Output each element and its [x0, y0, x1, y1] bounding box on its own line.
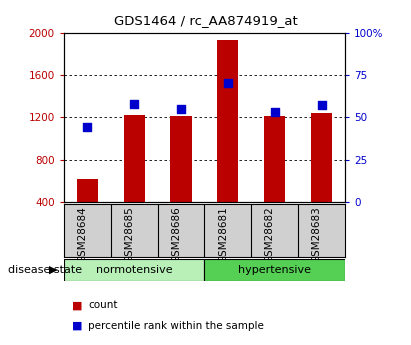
Bar	[64, 259, 204, 281]
Text: GSM28681: GSM28681	[218, 206, 228, 263]
Text: GSM28684: GSM28684	[77, 206, 87, 263]
Point	[131, 101, 137, 107]
Bar	[264, 116, 285, 202]
Point	[178, 106, 184, 112]
Point	[319, 103, 325, 108]
Bar	[204, 259, 345, 281]
Text: GSM28685: GSM28685	[124, 206, 134, 263]
Text: hypertensive: hypertensive	[238, 265, 312, 275]
Text: count: count	[88, 300, 118, 310]
Bar	[171, 116, 192, 202]
Point	[84, 125, 90, 130]
Bar	[217, 40, 238, 202]
Text: normotensive: normotensive	[96, 265, 172, 275]
Bar	[124, 115, 145, 202]
Text: GSM28686: GSM28686	[171, 206, 181, 263]
Text: GSM28683: GSM28683	[312, 206, 322, 263]
Text: percentile rank within the sample: percentile rank within the sample	[88, 321, 264, 331]
Point	[225, 81, 231, 86]
Text: GSM28682: GSM28682	[265, 206, 275, 263]
Bar	[311, 113, 332, 202]
Bar	[76, 179, 98, 202]
Text: ■: ■	[72, 321, 83, 331]
Text: ▶: ▶	[49, 265, 58, 275]
Text: GDS1464 / rc_AA874919_at: GDS1464 / rc_AA874919_at	[113, 14, 298, 27]
Text: ■: ■	[72, 300, 83, 310]
Point	[272, 109, 278, 115]
Text: disease state: disease state	[8, 265, 82, 275]
